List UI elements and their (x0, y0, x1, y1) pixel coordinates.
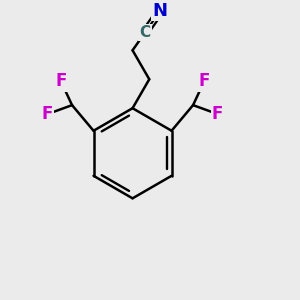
Text: F: F (212, 105, 223, 123)
Text: N: N (153, 2, 168, 20)
Text: F: F (198, 72, 210, 90)
Text: C: C (140, 25, 151, 40)
Text: F: F (42, 105, 53, 123)
Text: F: F (55, 72, 67, 90)
